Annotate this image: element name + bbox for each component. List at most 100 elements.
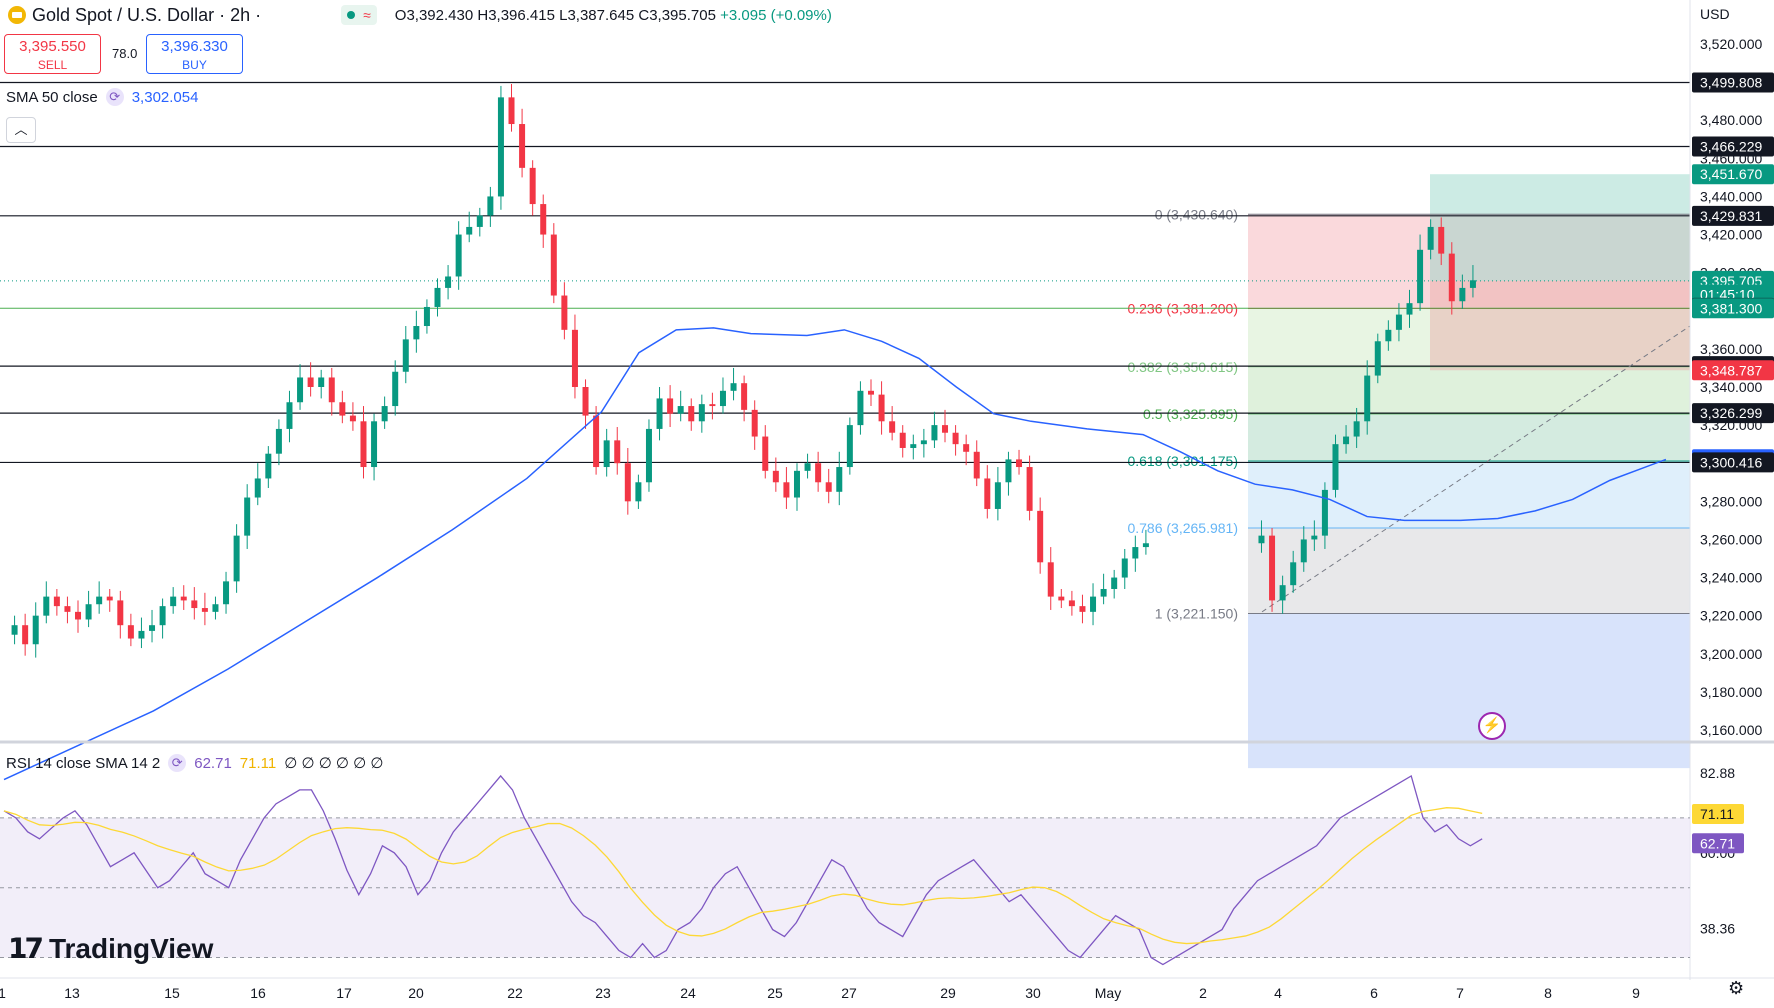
- market-status-pill[interactable]: ≈: [341, 5, 377, 25]
- candle-body: [656, 398, 663, 429]
- candle-body: [614, 440, 621, 464]
- buy-button[interactable]: 3,396.330 BUY: [146, 34, 243, 74]
- ohlc-close: C3,395.705: [638, 6, 716, 24]
- candle-body: [561, 295, 568, 330]
- candle-body: [254, 478, 261, 498]
- fib-zone: [1248, 308, 1690, 367]
- candle-body: [667, 398, 674, 414]
- lightning-icon[interactable]: ⚡: [1478, 712, 1506, 740]
- candle-body: [751, 409, 758, 437]
- candle-body: [1311, 535, 1318, 540]
- x-tick-label: 30: [1025, 985, 1041, 1001]
- candle-body: [96, 596, 103, 605]
- candle-body: [434, 287, 441, 307]
- candle-body: [106, 596, 113, 601]
- sell-button[interactable]: 3,395.550 SELL: [4, 34, 101, 74]
- candle-body: [180, 596, 187, 601]
- candle-body: [952, 432, 959, 445]
- settings-gear-icon[interactable]: ⚙: [1728, 978, 1745, 998]
- collapse-legend-button[interactable]: ︿: [6, 117, 36, 143]
- candle-body: [201, 608, 208, 612]
- candle-body: [402, 339, 409, 372]
- candle-body: [159, 606, 166, 626]
- candle-body: [381, 406, 388, 422]
- candle-body: [297, 377, 304, 403]
- y-tick-label: 3,200.000: [1700, 646, 1762, 662]
- candle-body: [1047, 562, 1054, 597]
- candle-body: [973, 451, 980, 479]
- price-badge-label: 3,348.787: [1700, 362, 1762, 378]
- price-badge-label: 3,326.299: [1700, 405, 1762, 421]
- candle-body: [910, 444, 917, 448]
- x-tick-label: 6: [1370, 985, 1378, 1001]
- trend-line: [1261, 325, 1691, 613]
- candle-body: [719, 390, 726, 407]
- price-badge-label: 3,451.670: [1700, 166, 1762, 182]
- price-badge-label: 3,429.831: [1700, 208, 1762, 224]
- ohlc-low: L3,387.645: [559, 6, 635, 24]
- x-tick-label: 17: [336, 985, 352, 1001]
- candle-body: [1121, 558, 1128, 578]
- refresh-icon[interactable]: ⟳: [105, 88, 124, 106]
- x-tick-label: 8: [1544, 985, 1552, 1001]
- price-badge: [1692, 164, 1774, 185]
- ohlc-open: O3,392.430: [394, 6, 474, 24]
- buy-label: BUY: [182, 58, 207, 72]
- candle-body: [931, 425, 938, 441]
- price-badge: [1692, 360, 1774, 381]
- ohlc-high: H3,396.415: [477, 6, 555, 24]
- candle-body: [878, 394, 885, 422]
- price-badge-label: 3,466.229: [1700, 138, 1762, 154]
- candle-body: [1469, 280, 1476, 288]
- candle-body: [75, 611, 82, 620]
- candle-body: [624, 463, 631, 502]
- fib-label: 0.786 (3,265.981): [1127, 520, 1238, 536]
- price-badge: [1692, 72, 1774, 93]
- candle-body: [1406, 303, 1413, 315]
- rsi-legend-value: 62.71: [194, 754, 232, 772]
- candle-body: [466, 226, 473, 235]
- market-open-icon: [347, 11, 356, 19]
- price-badge: [1692, 452, 1774, 473]
- candle-body: [1417, 249, 1424, 304]
- x-tick-label: 9: [1632, 985, 1640, 1001]
- candle-body: [1026, 467, 1033, 511]
- candle-body: [1016, 459, 1023, 468]
- sma-legend[interactable]: SMA 50 close ⟳ 3,302.054: [6, 86, 198, 108]
- candle-body: [1427, 226, 1434, 250]
- candle-body: [191, 600, 198, 609]
- candle-body: [846, 425, 853, 468]
- candle-body: [920, 440, 927, 445]
- candle-body: [1459, 287, 1466, 302]
- price-badge: [1692, 205, 1774, 226]
- fib-zone: [1248, 460, 1690, 529]
- rsi-band: [0, 817, 1690, 958]
- rsi-legend[interactable]: RSI 14 close SMA 14 2 ⟳ 62.71 71.11 ∅ ∅ …: [6, 752, 383, 774]
- candle-body: [1058, 596, 1065, 601]
- symbol-title[interactable]: Gold Spot / U.S. Dollar · 2h ·: [32, 4, 262, 25]
- refresh-icon[interactable]: ⟳: [168, 754, 187, 772]
- candle-body: [540, 204, 547, 235]
- spread-value: 78.0: [112, 46, 138, 61]
- x-tick-label: 13: [64, 985, 80, 1001]
- fib-label: 0.618 (3,301.175): [1127, 453, 1238, 469]
- candle-body: [223, 581, 230, 605]
- candle-body: [571, 329, 578, 387]
- x-tick-label: 25: [767, 985, 783, 1001]
- y-tick-label: 3,180.000: [1700, 684, 1762, 700]
- candle-body: [233, 535, 240, 582]
- chevron-up-icon: ︿: [14, 122, 28, 137]
- price-badge: [1692, 136, 1774, 157]
- candle-body: [783, 482, 790, 498]
- currency-label[interactable]: USD: [1700, 6, 1730, 22]
- candle-body: [286, 402, 293, 429]
- candle-body: [22, 625, 29, 645]
- sma50-line: [3, 327, 1667, 781]
- candle-body: [804, 463, 811, 471]
- candle-body: [85, 604, 92, 620]
- fib-zone: [1248, 214, 1690, 309]
- candle-body: [730, 383, 737, 391]
- candle-body: [1353, 421, 1360, 437]
- candle-body: [1068, 600, 1075, 607]
